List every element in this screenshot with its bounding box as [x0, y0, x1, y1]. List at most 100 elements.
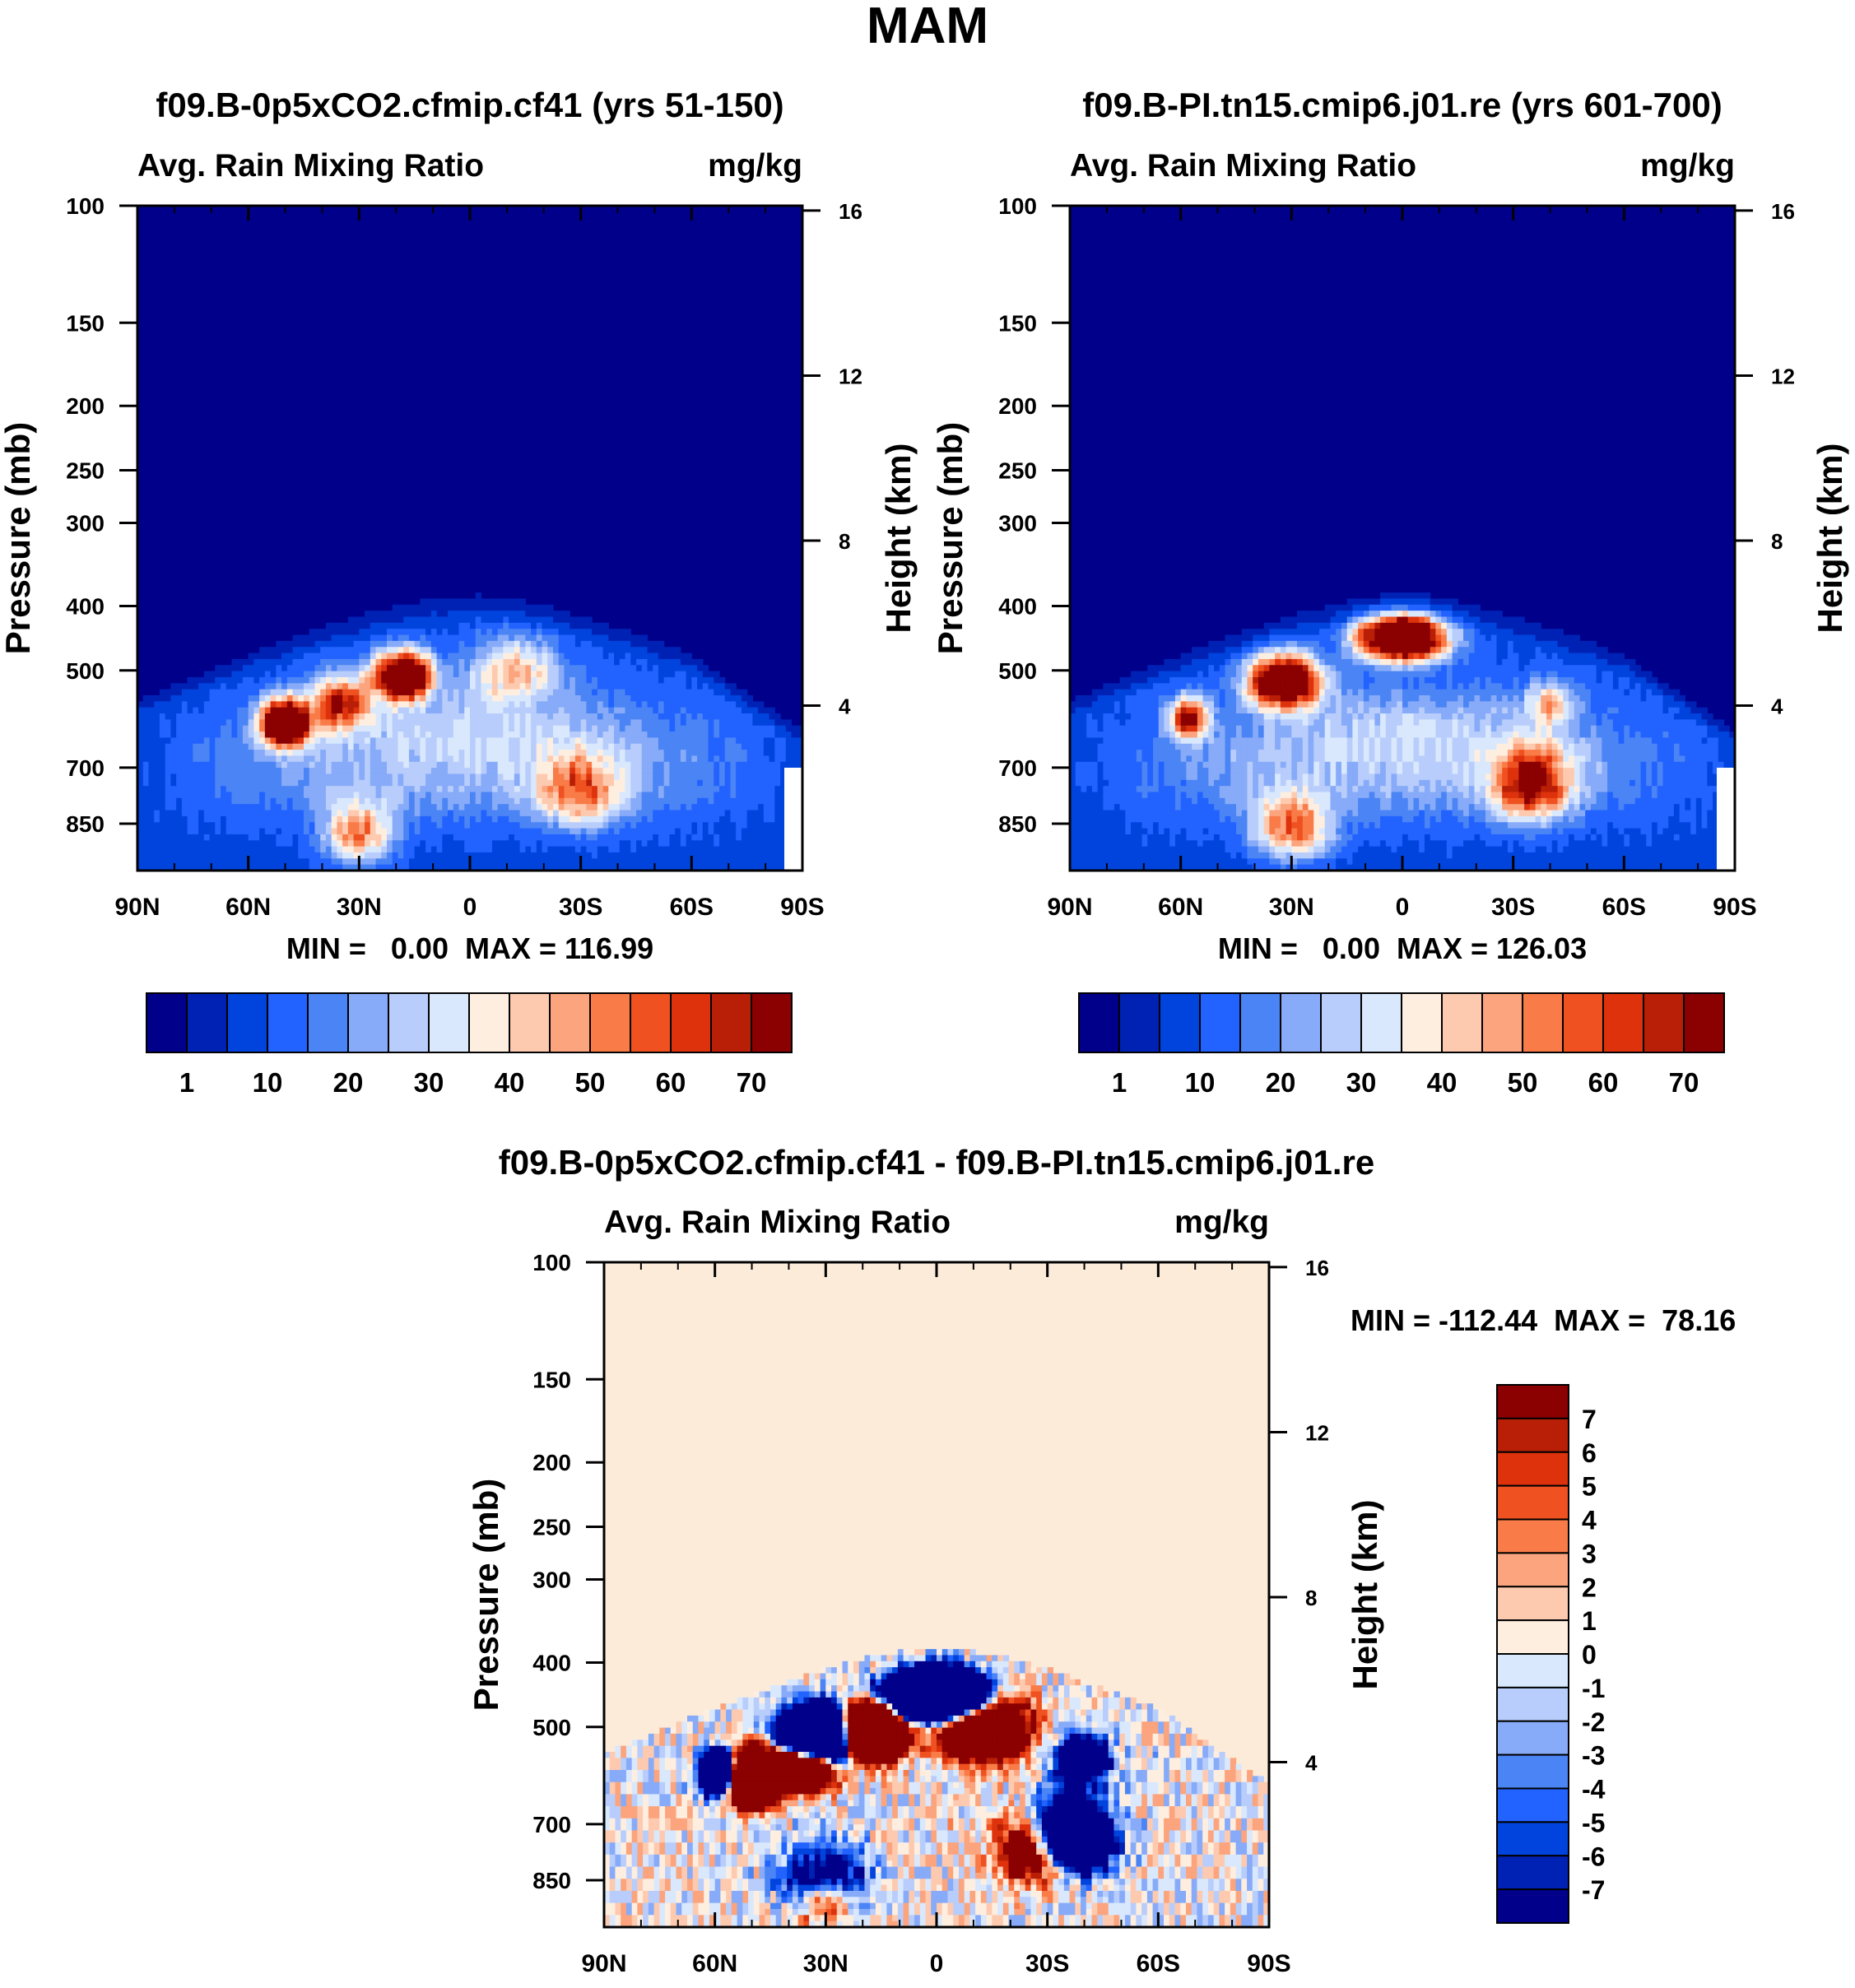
field-cell [347, 792, 355, 799]
field-cell [481, 598, 487, 606]
field-cell [314, 822, 321, 829]
field-cell [536, 773, 543, 781]
field-cell [597, 797, 604, 805]
field-cell [420, 683, 426, 690]
field-cell [159, 743, 166, 750]
field-cell [464, 804, 471, 811]
field-cell [392, 647, 399, 654]
field-cell [170, 707, 177, 714]
field-cell [1109, 828, 1115, 835]
field-cell [187, 786, 193, 793]
field-cell [259, 797, 266, 805]
field-cell [276, 665, 282, 672]
field-cell [486, 707, 493, 714]
field-cell [481, 761, 487, 769]
field-cell [314, 665, 321, 672]
field-cell [304, 634, 310, 642]
field-cell [159, 804, 166, 811]
field-cell [503, 810, 509, 817]
field-cell [264, 713, 272, 720]
field-cell [491, 701, 499, 708]
field-cell [542, 804, 548, 811]
field-cell [430, 713, 438, 720]
field-cell [375, 768, 382, 775]
field-cell [420, 647, 426, 654]
field-cell [497, 864, 504, 871]
field-cell [304, 792, 310, 799]
field-cell [491, 828, 499, 835]
field-cell [553, 629, 560, 636]
field-cell [325, 634, 332, 642]
field-cell [758, 852, 765, 859]
field-cell [1075, 732, 1082, 738]
field-cell [752, 797, 759, 805]
field-cell [198, 828, 205, 835]
field-cell [154, 797, 160, 805]
field-cell [774, 732, 781, 738]
field-cell [242, 683, 249, 690]
field-cell [203, 797, 211, 805]
field-cell [736, 694, 742, 702]
field-cell [381, 834, 388, 841]
field-cell [215, 683, 221, 690]
field-cell [741, 755, 748, 763]
field-cell [509, 846, 515, 853]
field-cell [736, 750, 742, 757]
field-cell [497, 840, 504, 848]
field-cell [481, 653, 487, 660]
field-cell [592, 858, 598, 866]
field-cell [686, 755, 692, 763]
field-cell [475, 810, 482, 817]
field-cell [542, 725, 548, 732]
field-cell [365, 858, 371, 866]
field-cell [697, 810, 704, 817]
field-cell [414, 750, 421, 757]
field-cell [1119, 743, 1126, 750]
field-cell [547, 689, 554, 696]
field-cell [281, 755, 288, 763]
field-cell [558, 846, 565, 853]
field-cell [430, 701, 438, 708]
field-cell [658, 689, 665, 696]
field-cell [686, 676, 692, 684]
field-cell [176, 864, 183, 871]
field-cell [574, 683, 582, 690]
field-cell [387, 797, 393, 805]
field-cell [314, 858, 321, 866]
field-cell [304, 640, 310, 648]
field-cell [758, 779, 765, 787]
field-cell [331, 737, 337, 745]
field-cell [181, 828, 188, 835]
field-cell [347, 725, 355, 732]
panel-control: f09.B-0p5xCO2.cfmip.cf41 (yrs 51-150) Av… [0, 86, 918, 1098]
field-cell [625, 694, 631, 702]
field-cell [675, 773, 681, 781]
field-cell [669, 676, 676, 684]
field-cell [558, 676, 565, 684]
field-cell [619, 779, 626, 787]
field-cell [574, 719, 582, 727]
field-cell [381, 611, 388, 618]
field-cell [248, 864, 254, 871]
field-cell [636, 822, 643, 829]
field-cell [436, 653, 443, 660]
field-cell [309, 840, 316, 848]
field-cell [154, 713, 160, 720]
field-cell [436, 665, 443, 672]
field-cell [663, 647, 670, 654]
field-cell [181, 750, 188, 757]
field-cell [325, 864, 332, 871]
field-cell [686, 779, 692, 787]
field-cell [464, 665, 471, 672]
field-cell [187, 713, 193, 720]
field-cell [1113, 689, 1121, 696]
field-cell [592, 750, 598, 757]
field-cell [453, 647, 460, 654]
field-cell [514, 689, 521, 696]
field-cell [403, 858, 410, 866]
field-cell [602, 640, 609, 648]
field-cell [414, 629, 421, 636]
field-cell [680, 683, 687, 690]
field-cell [558, 786, 565, 793]
field-cell [314, 786, 321, 793]
